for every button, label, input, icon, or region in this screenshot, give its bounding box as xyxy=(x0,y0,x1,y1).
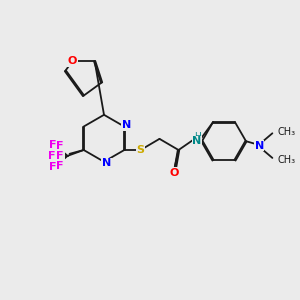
Text: F: F xyxy=(48,151,55,161)
Text: N: N xyxy=(122,120,131,130)
Text: CH₃: CH₃ xyxy=(278,127,296,136)
Text: N: N xyxy=(102,158,111,168)
Text: S: S xyxy=(136,145,144,155)
Text: N: N xyxy=(192,136,202,146)
Text: F: F xyxy=(49,140,57,150)
Text: H: H xyxy=(194,132,201,141)
Text: F: F xyxy=(56,141,64,151)
Text: O: O xyxy=(68,56,77,66)
Text: CH₃: CH₃ xyxy=(278,155,296,165)
Text: O: O xyxy=(169,168,179,178)
Text: F: F xyxy=(49,162,57,172)
Text: N: N xyxy=(255,141,264,151)
Text: F: F xyxy=(56,161,64,171)
Text: F: F xyxy=(56,151,64,161)
